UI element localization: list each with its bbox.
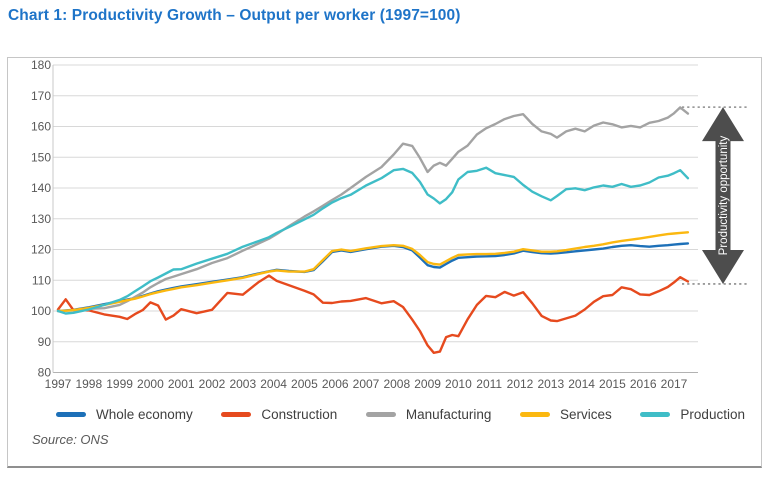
- x-axis-tick-label: 2002: [199, 377, 226, 391]
- y-axis-tick-label: 150: [31, 150, 51, 164]
- y-axis-tick-label: 140: [31, 181, 51, 195]
- legend-swatch: [221, 412, 252, 417]
- chart-container: 80 90 100 110 120 130 140 150 160 170 180 1997 1998 1…: [7, 57, 762, 468]
- x-axis-tick-label: 2009: [414, 377, 441, 391]
- y-axis-tick-label: 120: [31, 243, 51, 257]
- x-axis-tick-label: 2016: [630, 377, 657, 391]
- chart-title: Chart 1: Productivity Growth – Output pe…: [8, 7, 461, 24]
- legend-label: Whole economy: [96, 407, 193, 422]
- legend-swatch: [56, 412, 86, 417]
- x-axis-tick-label: 2001: [168, 377, 195, 391]
- x-axis-tick-label: 2006: [322, 377, 349, 391]
- x-axis-tick-label: 1998: [75, 377, 102, 391]
- y-axis-tick-label: 110: [32, 273, 51, 287]
- y-axis-tick-label: 90: [38, 335, 52, 349]
- x-axis-tick-label: 2007: [353, 377, 380, 391]
- legend-swatch: [365, 412, 396, 417]
- productivity-opportunity-label: Productivity opportunity: [718, 136, 730, 256]
- x-axis-tick-label: 2013: [537, 377, 564, 391]
- y-axis-tick-label: 130: [31, 212, 51, 226]
- x-axis-tick-label: 2010: [445, 377, 472, 391]
- x-axis-tick-labels: 1997 1998 1999 2000 2001 2002 2003 2004 2005 2006…: [45, 377, 688, 391]
- x-axis-tick-label: 1999: [106, 377, 133, 391]
- legend-swatch: [520, 412, 551, 417]
- legend-label: Services: [560, 407, 612, 422]
- gridlines: 80 90 100 110 120 130 140 150 160 170 180: [31, 58, 698, 380]
- series-line-manufacturing: [56, 106, 690, 313]
- legend-item-construction: Construction: [221, 407, 337, 422]
- legend-label: Manufacturing: [405, 407, 492, 422]
- x-axis-tick-label: 2015: [599, 377, 626, 391]
- x-axis-tick-label: 2017: [661, 377, 688, 391]
- productivity-opportunity-arrow: [702, 107, 744, 284]
- legend: Whole economy Construction Manufacturing Se…: [56, 407, 745, 422]
- x-axis-tick-label: 2005: [291, 377, 318, 391]
- series-line-production: [56, 166, 690, 315]
- x-axis-tick-label: 2011: [476, 377, 502, 391]
- source-note: Source: ONS: [32, 432, 109, 447]
- x-axis-tick-label: 1997: [45, 377, 72, 391]
- legend-label: Construction: [261, 407, 338, 422]
- legend-swatch: [640, 412, 671, 417]
- x-axis-tick-label: 2014: [568, 377, 595, 391]
- x-axis-tick-label: 2003: [229, 377, 256, 391]
- legend-item-manufacturing: Manufacturing: [365, 407, 492, 422]
- y-axis-tick-label: 170: [31, 89, 51, 103]
- legend-label: Production: [680, 407, 745, 422]
- x-axis-tick-label: 2004: [260, 377, 287, 391]
- legend-item-production: Production: [640, 407, 745, 422]
- y-axis-tick-label: 100: [31, 304, 51, 318]
- series-line-construction: [56, 274, 690, 354]
- x-axis-tick-label: 2012: [507, 377, 534, 391]
- x-axis-tick-label: 2008: [383, 377, 410, 391]
- series-line-services: [56, 231, 690, 313]
- y-axis-tick-label: 160: [31, 120, 51, 134]
- legend-item-services: Services: [520, 407, 612, 422]
- x-axis-tick-label: 2000: [137, 377, 164, 391]
- legend-item-whole-economy: Whole economy: [56, 407, 193, 422]
- y-axis-tick-label: 180: [31, 58, 51, 72]
- y-axis-tick-label: 80: [38, 366, 52, 380]
